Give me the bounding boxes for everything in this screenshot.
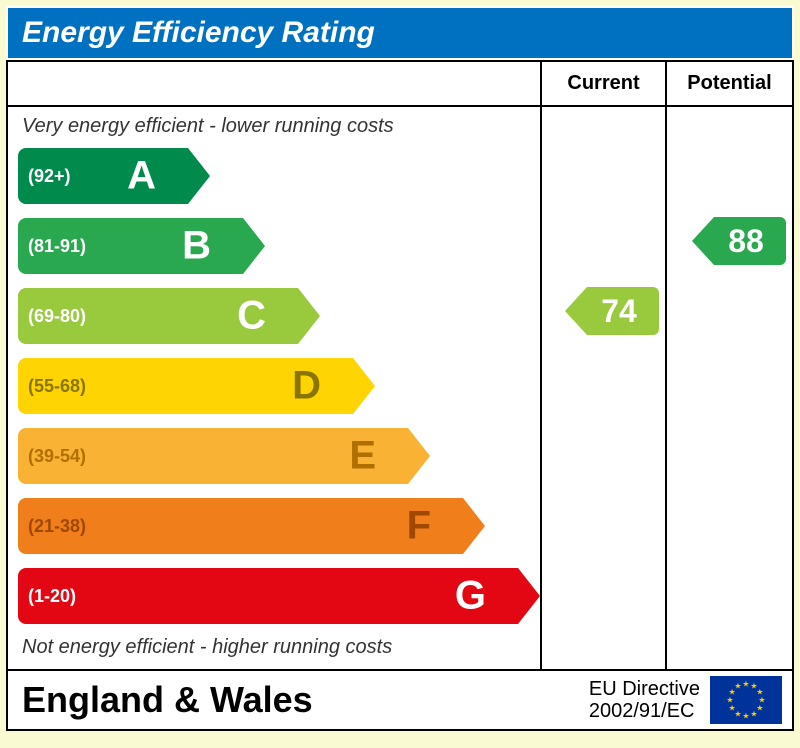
band-f: (21-38) F bbox=[18, 498, 463, 554]
band-range: (55-68) bbox=[28, 376, 86, 397]
hint-top: Very energy efficient - lower running co… bbox=[22, 115, 530, 138]
value-arrow-current: 74 bbox=[565, 287, 659, 335]
band-row: (21-38) F bbox=[18, 496, 530, 556]
band-point-icon bbox=[518, 568, 540, 624]
band-letter: F bbox=[407, 504, 431, 549]
band-a: (92+) A bbox=[18, 148, 188, 204]
band-point-icon bbox=[188, 148, 210, 204]
header-row: Current Potential bbox=[8, 62, 792, 107]
band-letter: E bbox=[349, 434, 376, 479]
col-head-potential: Potential bbox=[667, 62, 792, 105]
band-row: (39-54) E bbox=[18, 426, 530, 486]
value-arrow-potential: 88 bbox=[692, 217, 786, 265]
arrow-point-icon bbox=[565, 287, 587, 335]
band-point-icon bbox=[243, 218, 265, 274]
value-col-potential: 88 bbox=[667, 107, 792, 669]
value-label-potential: 88 bbox=[714, 217, 786, 265]
footer-row: England & Wales EU Directive 2002/91/EC … bbox=[8, 671, 792, 729]
band-b: (81-91) B bbox=[18, 218, 243, 274]
value-col-current: 74 bbox=[542, 107, 667, 669]
band-point-icon bbox=[408, 428, 430, 484]
band-letter: A bbox=[127, 154, 156, 199]
chart-row: Very energy efficient - lower running co… bbox=[8, 107, 792, 671]
bands-container: (92+) A (81-91) B (69-80) C (55-68) D (39-54) E (2… bbox=[18, 146, 530, 626]
directive-line2: 2002/91/EC bbox=[589, 700, 700, 722]
band-range: (39-54) bbox=[28, 446, 86, 467]
band-point-icon bbox=[353, 358, 375, 414]
band-row: (69-80) C bbox=[18, 286, 530, 346]
band-point-icon bbox=[463, 498, 485, 554]
arrow-point-icon bbox=[692, 217, 714, 265]
band-row: (92+) A bbox=[18, 146, 530, 206]
band-row: (55-68) D bbox=[18, 356, 530, 416]
region-label: England & Wales bbox=[8, 671, 589, 729]
band-letter: G bbox=[455, 574, 486, 619]
band-c: (69-80) C bbox=[18, 288, 298, 344]
eu-flag-icon: ★★★★★★★★★★★★ bbox=[710, 676, 782, 724]
band-letter: D bbox=[292, 364, 321, 409]
band-range: (1-20) bbox=[28, 586, 76, 607]
band-d: (55-68) D bbox=[18, 358, 353, 414]
band-letter: B bbox=[182, 224, 211, 269]
band-g: (1-20) G bbox=[18, 568, 518, 624]
col-head-current: Current bbox=[542, 62, 667, 105]
band-range: (81-91) bbox=[28, 236, 86, 257]
band-range: (69-80) bbox=[28, 306, 86, 327]
title-bar: Energy Efficiency Rating bbox=[6, 6, 794, 60]
header-spacer bbox=[8, 62, 542, 105]
value-label-current: 74 bbox=[587, 287, 659, 335]
bands-area: Very energy efficient - lower running co… bbox=[8, 107, 542, 669]
band-point-icon bbox=[298, 288, 320, 344]
epc-frame: Current Potential Very energy efficient … bbox=[6, 60, 794, 731]
band-range: (92+) bbox=[28, 166, 71, 187]
directive-label: EU Directive 2002/91/EC bbox=[589, 678, 710, 722]
directive-line1: EU Directive bbox=[589, 678, 700, 700]
band-e: (39-54) E bbox=[18, 428, 408, 484]
hint-bottom: Not energy efficient - higher running co… bbox=[22, 636, 530, 659]
band-row: (81-91) B bbox=[18, 216, 530, 276]
band-letter: C bbox=[237, 294, 266, 339]
band-range: (21-38) bbox=[28, 516, 86, 537]
band-row: (1-20) G bbox=[18, 566, 530, 626]
